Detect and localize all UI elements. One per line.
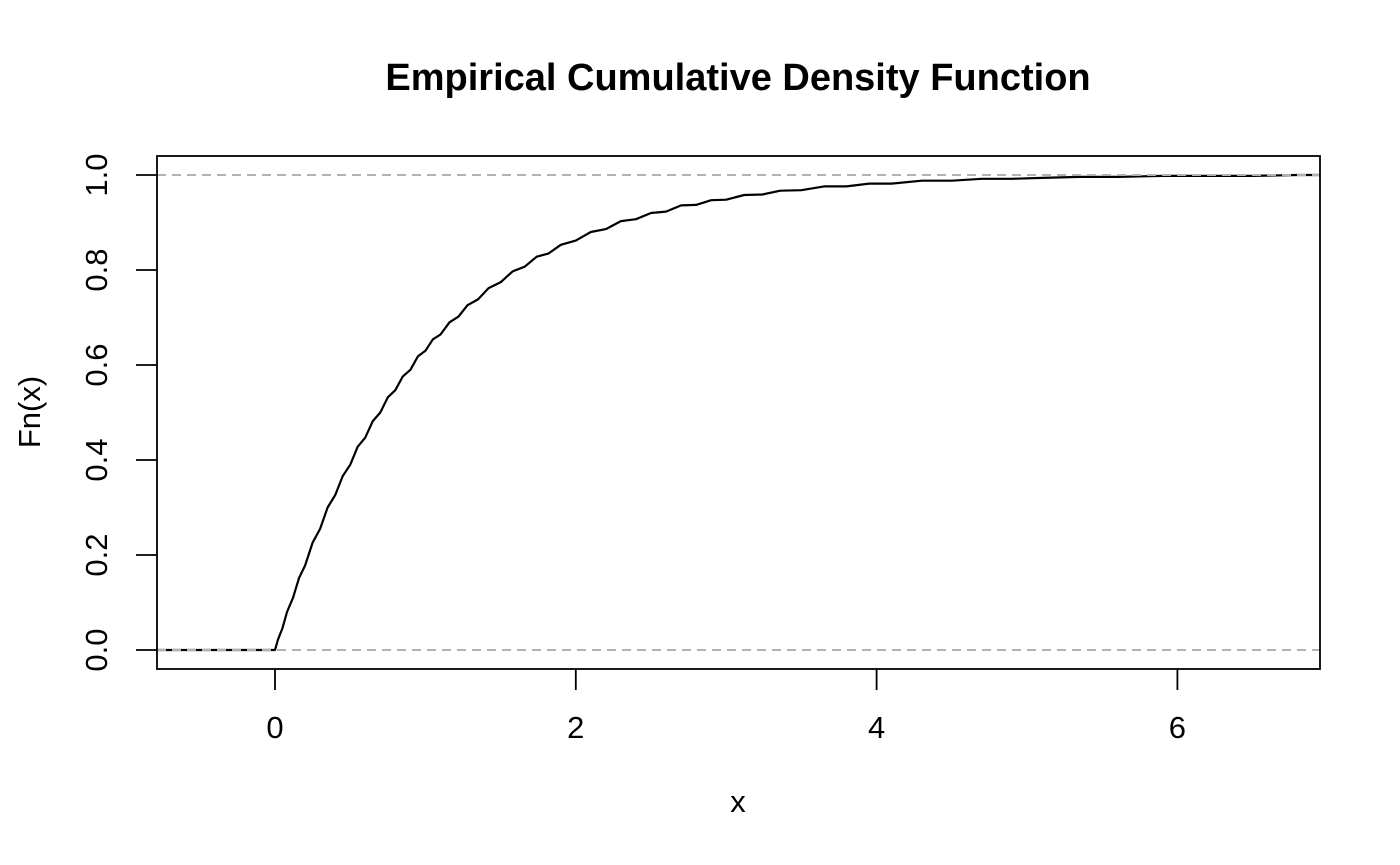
y-axis: 0.0 0.2 0.4 0.6 0.8 1.0: [79, 153, 157, 672]
x-axis: 0 2 4 6: [266, 669, 1186, 745]
chart-title: Empirical Cumulative Density Function: [385, 57, 1090, 99]
y-tick-label: 0.0: [79, 628, 114, 671]
x-tick-label: 0: [266, 710, 283, 745]
x-tick-label: 2: [567, 710, 584, 745]
plot-box: [156, 155, 1321, 670]
y-tick-label: 1.0: [79, 153, 114, 196]
curve-layer: [156, 173, 1321, 652]
y-tick-label: 0.8: [79, 248, 114, 291]
y-tick-label: 0.4: [79, 438, 114, 481]
y-tick-label: 0.2: [79, 533, 114, 576]
y-tick-label: 0.6: [79, 343, 114, 386]
x-tick-label: 4: [868, 710, 885, 745]
x-tick-label: 6: [1169, 710, 1186, 745]
x-axis-label: x: [730, 784, 746, 819]
ecdf-curve: [156, 173, 1321, 652]
y-axis-label: Fn(x): [12, 376, 47, 448]
reference-lines-layer: [157, 174, 1320, 651]
